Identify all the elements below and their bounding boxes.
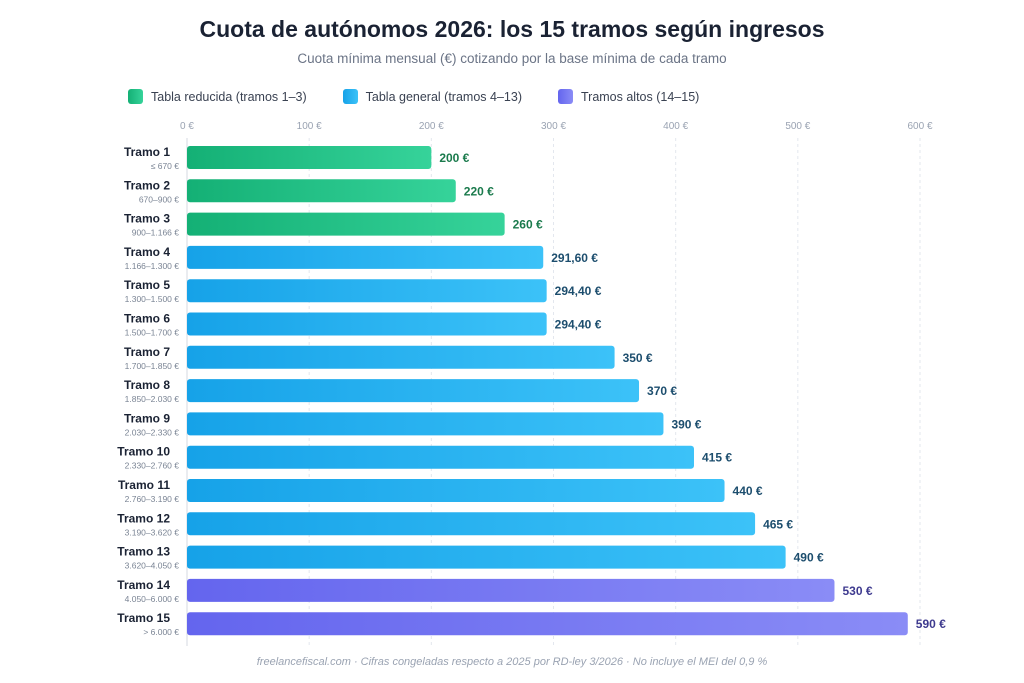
category-range-label: 1.300–1.500 € bbox=[125, 294, 180, 304]
chart-footer: freelancefiscal.com · Cifras congeladas … bbox=[256, 656, 768, 668]
category-label: Tramo 11 bbox=[118, 478, 170, 492]
legend-item-reducida: Tabla reducida (tramos 1–3) bbox=[128, 89, 307, 104]
category-label: Tramo 14 bbox=[117, 578, 170, 592]
category-range-label: 2.330–2.760 € bbox=[125, 461, 180, 471]
category-range-label: 2.760–3.190 € bbox=[125, 494, 180, 504]
value-label: 350 € bbox=[623, 351, 653, 365]
bar bbox=[187, 379, 640, 403]
category-label: Tramo 10 bbox=[117, 445, 170, 459]
bar bbox=[187, 479, 725, 502]
bars-layer bbox=[187, 146, 908, 636]
legend-swatch-reducida bbox=[128, 89, 143, 104]
category-range-label: 4.050–6.000 € bbox=[125, 594, 180, 604]
category-label: Tramo 1 bbox=[124, 145, 170, 159]
x-tick-label: 300 € bbox=[541, 121, 566, 132]
bar bbox=[187, 146, 432, 169]
bar bbox=[187, 612, 908, 636]
bar bbox=[187, 445, 694, 469]
value-label: 590 € bbox=[916, 617, 946, 631]
category-range-label: 900–1.166 € bbox=[132, 228, 180, 238]
category-label: Tramo 5 bbox=[124, 278, 170, 292]
category-label: Tramo 12 bbox=[117, 511, 170, 525]
value-label: 465 € bbox=[763, 517, 793, 531]
bar bbox=[187, 245, 544, 269]
value-label: 200 € bbox=[439, 151, 469, 165]
legend-label-reducida: Tabla reducida (tramos 1–3) bbox=[151, 89, 307, 104]
legend-swatch-altos bbox=[557, 89, 573, 104]
x-tick-label: 100 € bbox=[297, 121, 322, 132]
category-range-label: 3.190–3.620 € bbox=[125, 527, 180, 537]
x-tick-label: 400 € bbox=[663, 121, 688, 132]
x-tick-label: 500 € bbox=[785, 121, 810, 132]
category-label: Tramo 8 bbox=[124, 378, 170, 392]
value-label: 220 € bbox=[464, 184, 494, 198]
category-range-label: 3.620–4.050 € bbox=[125, 561, 180, 571]
bar bbox=[187, 545, 786, 569]
legend-item-altos: Tramos altos (14–15) bbox=[557, 89, 700, 104]
value-label: 440 € bbox=[733, 484, 763, 498]
bar bbox=[187, 212, 505, 236]
labels-layer: 0 € 100 € 200 € 300 € 400 € 500 € 600 € Tramo 1… bbox=[117, 121, 946, 637]
x-tick-label: 0 € bbox=[180, 121, 194, 132]
category-range-label: > 6.000 € bbox=[143, 627, 179, 637]
category-range-label: ≤ 670 € bbox=[151, 161, 180, 171]
bar bbox=[187, 512, 756, 536]
legend-label-general: Tabla general (tramos 4–13) bbox=[365, 89, 522, 104]
category-label: Tramo 13 bbox=[117, 545, 170, 559]
category-label: Tramo 2 bbox=[124, 178, 170, 192]
bar bbox=[187, 179, 456, 203]
category-label: Tramo 7 bbox=[124, 345, 170, 359]
bar bbox=[187, 312, 547, 336]
category-label: Tramo 3 bbox=[124, 212, 170, 226]
value-label: 294,40 € bbox=[555, 284, 602, 298]
chart-subtitle: Cuota mínima mensual (€) cotizando por l… bbox=[297, 51, 727, 66]
value-label: 260 € bbox=[513, 218, 543, 232]
legend-item-general: Tabla general (tramos 4–13) bbox=[342, 89, 522, 104]
bar bbox=[187, 578, 835, 602]
value-label: 390 € bbox=[671, 417, 701, 431]
value-label: 370 € bbox=[647, 384, 677, 398]
value-label: 415 € bbox=[702, 451, 732, 465]
category-label: Tramo 9 bbox=[124, 411, 170, 425]
value-label: 490 € bbox=[794, 551, 824, 565]
category-label: Tramo 15 bbox=[117, 611, 170, 625]
value-label: 530 € bbox=[842, 584, 872, 598]
x-tick-label: 600 € bbox=[907, 121, 932, 132]
x-tick-label: 200 € bbox=[419, 121, 444, 132]
category-range-label: 1.500–1.700 € bbox=[125, 328, 180, 338]
category-range-label: 1.700–1.850 € bbox=[125, 361, 180, 371]
category-range-label: 1.166–1.300 € bbox=[125, 261, 180, 271]
category-range-label: 670–900 € bbox=[139, 194, 179, 204]
category-label: Tramo 6 bbox=[124, 312, 170, 326]
legend-swatch-general bbox=[342, 89, 358, 104]
bar bbox=[187, 412, 664, 436]
bar bbox=[187, 279, 547, 303]
value-label: 294,40 € bbox=[555, 318, 602, 332]
category-range-label: 1.850–2.030 € bbox=[125, 394, 180, 404]
category-range-label: 2.030–2.330 € bbox=[125, 427, 180, 437]
chart-title: Cuota de autónomos 2026: los 15 tramos s… bbox=[199, 16, 825, 42]
category-label: Tramo 4 bbox=[124, 245, 170, 259]
legend-label-altos: Tramos altos (14–15) bbox=[580, 89, 700, 104]
bar bbox=[187, 345, 615, 369]
value-label: 291,60 € bbox=[551, 251, 598, 265]
chart-legend: Tabla reducida (tramos 1–3) Tabla genera… bbox=[128, 89, 735, 104]
